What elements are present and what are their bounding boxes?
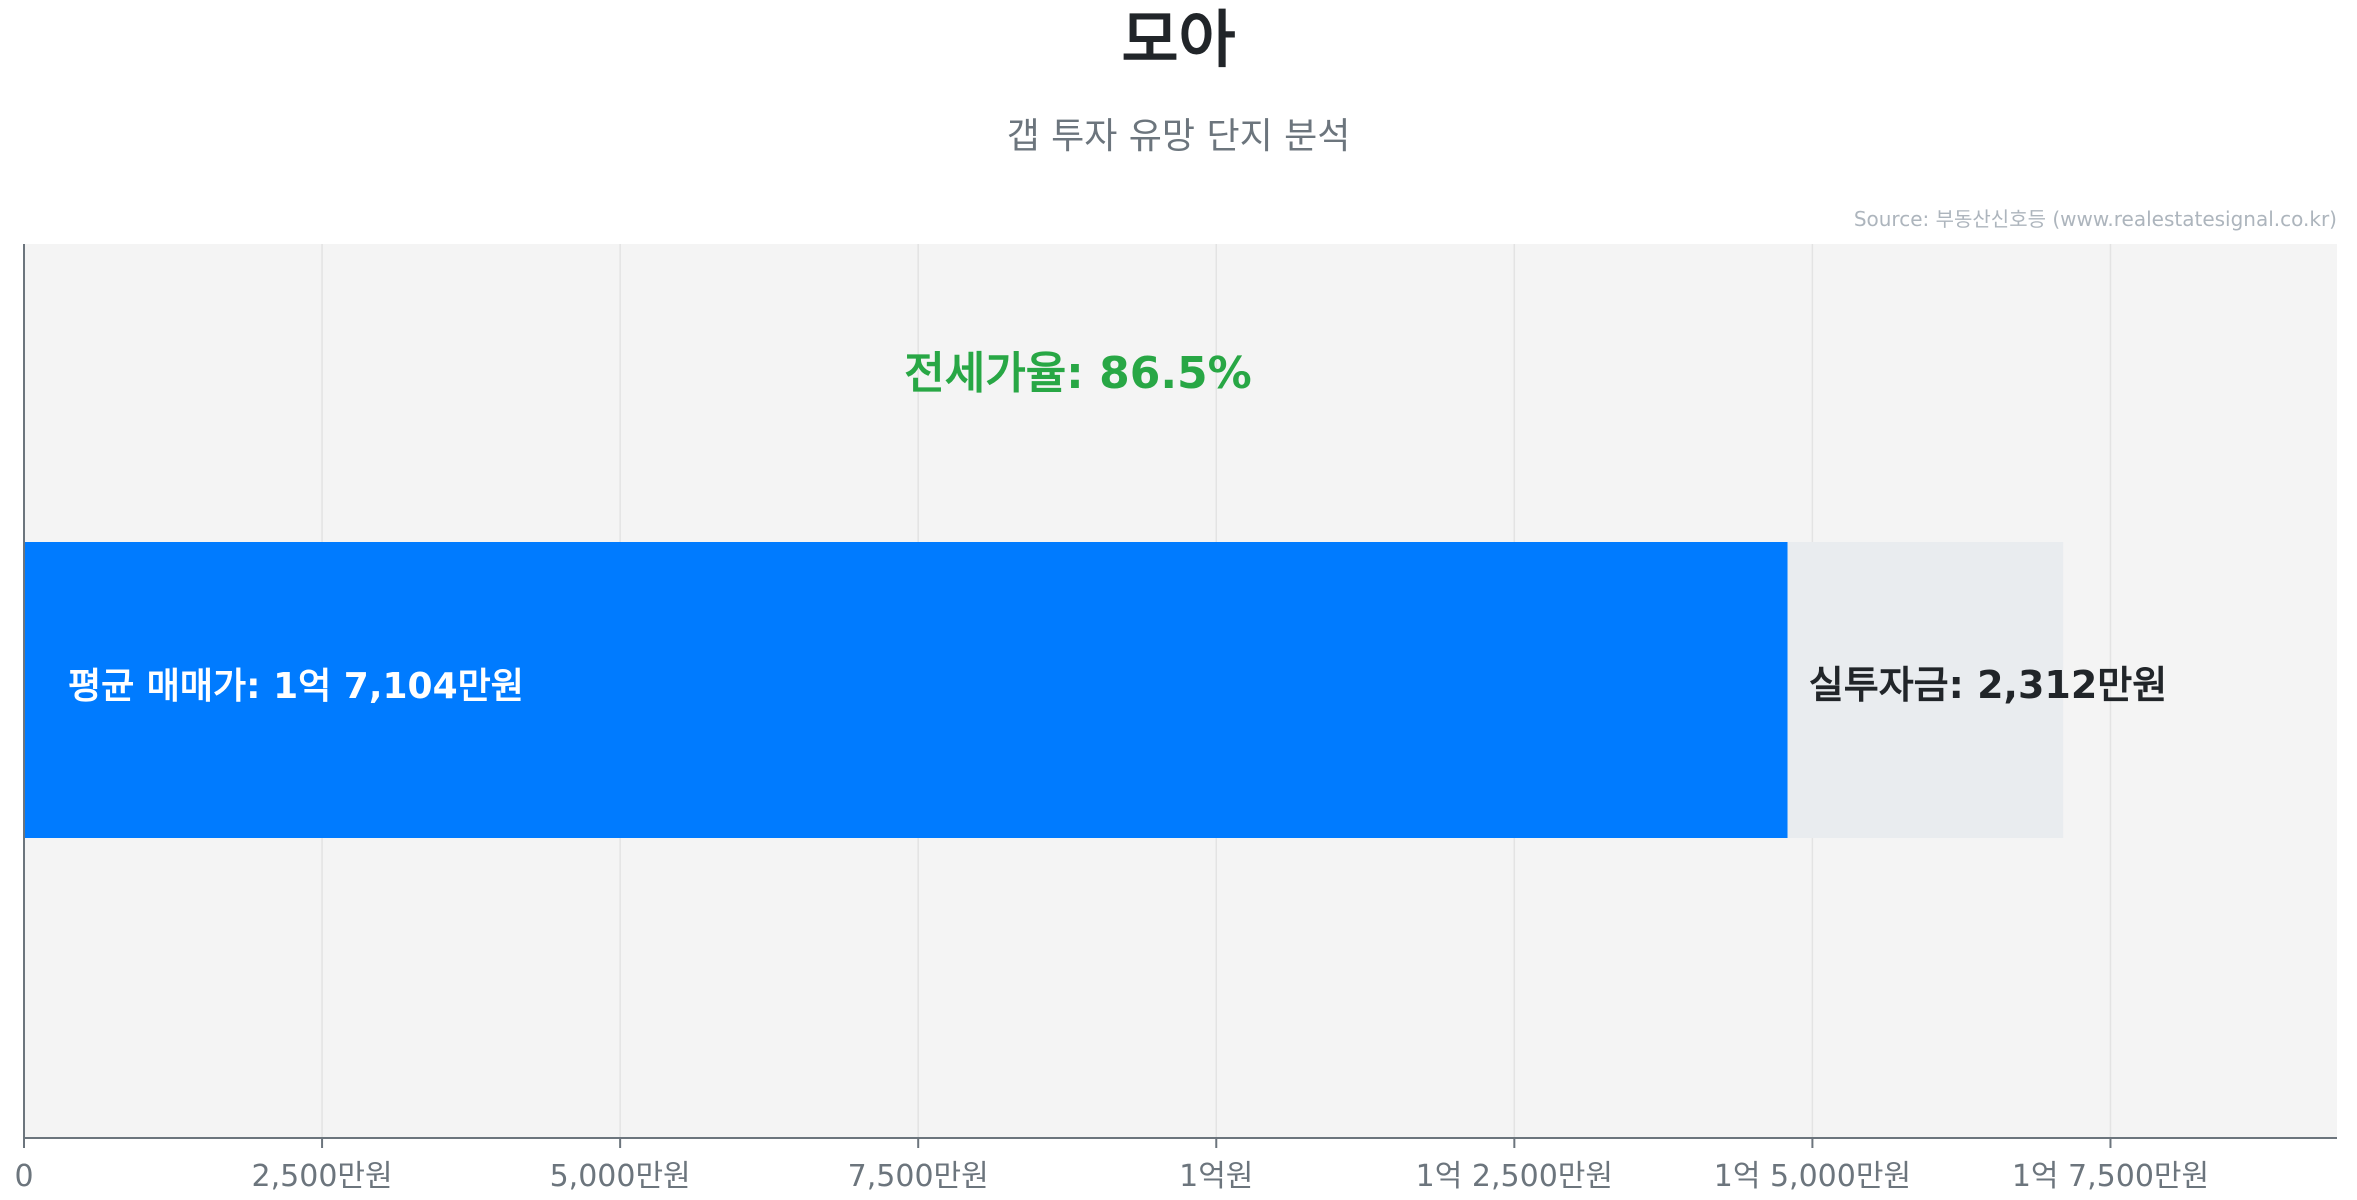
x-ticks: 0 2,500만원 5,000만원 7,500만원 1억원 1억 2,500만원 1억 5,…: [14, 1138, 2209, 1194]
x-tick-label: 5,000만원: [550, 1159, 691, 1194]
x-tick-label: 2,500만원: [252, 1159, 393, 1194]
chart-title: 모아: [1121, 3, 1236, 76]
chart-subtitle: 갭 투자 유망 단지 분석: [1006, 116, 1351, 157]
jeonse-ratio-label: 전세가율: 86.5%: [904, 348, 1251, 399]
x-tick-label: 0: [14, 1159, 33, 1194]
investment-label: 실투자금: 2,312만원: [1809, 663, 2167, 707]
bar-jeonse: [24, 542, 1788, 838]
x-tick-label: 1억 5,000만원: [1714, 1159, 1911, 1194]
bars: [24, 542, 2064, 838]
x-tick-label: 1억 7,500만원: [2012, 1159, 2209, 1194]
bar-investment: [1787, 542, 2064, 838]
source-credit: Source: 부동산신호등 (www.realestatesignal.co.…: [1853, 207, 2337, 231]
x-tick-label: 7,500만원: [848, 1159, 989, 1194]
x-tick-label: 1억원: [1179, 1159, 1253, 1194]
sale-price-label: 평균 매매가: 1억 7,104만원: [68, 666, 524, 707]
x-tick-label: 1억 2,500만원: [1416, 1159, 1613, 1194]
